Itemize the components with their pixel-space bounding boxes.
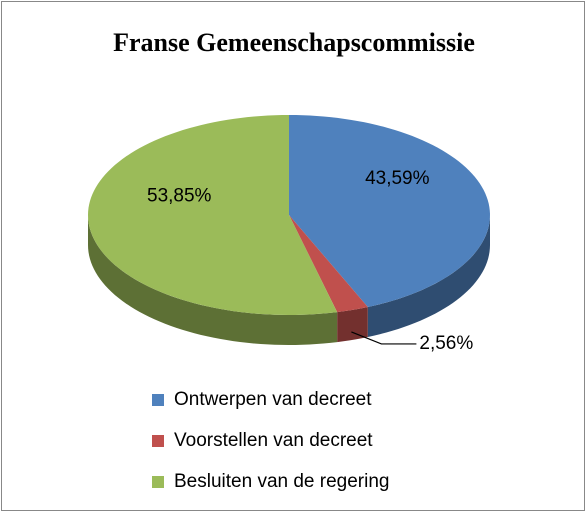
legend-swatch [152,435,164,447]
legend-label: Besluiten van de regering [174,471,389,492]
leader-line [351,331,417,345]
data-label: 53,85% [147,186,212,207]
data-label: 43,59% [365,168,430,189]
slice-side [337,306,368,343]
slice-side [367,215,490,337]
slice-side [88,215,338,345]
slice [289,115,490,307]
slice [289,215,368,313]
legend-swatch [152,394,164,406]
legend-label: Voorstellen van decreet [174,430,373,451]
legend-swatch [152,476,164,488]
legend-label: Ontwerpen van decreet [174,389,372,410]
slice [88,115,338,315]
chart-title: Franse Gemeenschapscommissie [113,28,475,57]
data-label: 2,56% [419,333,473,354]
